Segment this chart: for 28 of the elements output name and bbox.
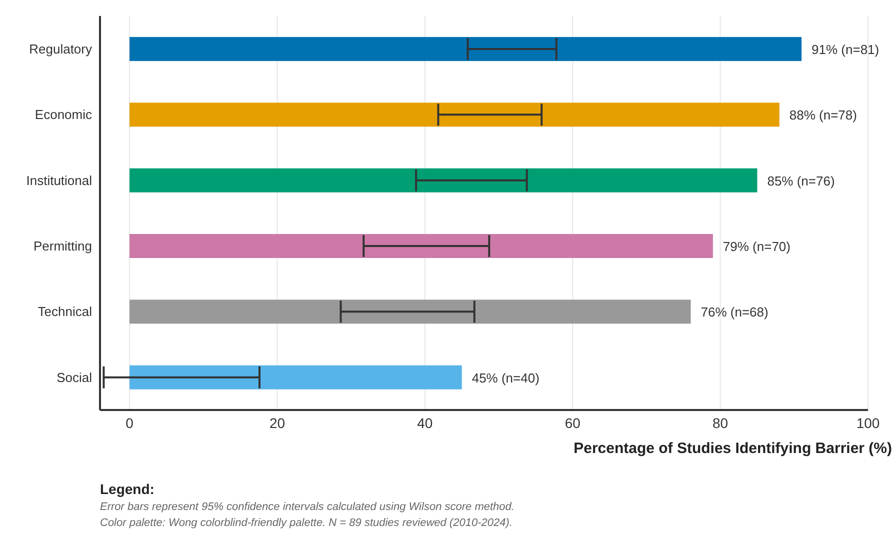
x-tick-label: 40	[417, 414, 433, 431]
data-label: 76% (n=68)	[700, 304, 768, 320]
y-tick-label: Social	[56, 370, 92, 385]
y-tick-label: Regulatory	[29, 41, 92, 56]
text: Legend:	[100, 481, 156, 497]
text: Color palette: Wong colorblind-friendly palette. N = 89 studies reviewed (2010-2024).	[100, 517, 514, 529]
data-label: 88% (n=78)	[789, 108, 857, 123]
bar	[130, 365, 462, 390]
bar	[130, 102, 780, 127]
text: Error bars represent 95% confidence intervals calculated using Wilson score method.	[100, 501, 516, 513]
data-label: 85% (n=76)	[767, 173, 835, 188]
x-tick-label: 20	[269, 414, 286, 431]
bar	[130, 168, 758, 192]
bar	[130, 300, 691, 324]
data-label: 91% (n=81)	[812, 42, 880, 58]
bar	[130, 37, 802, 62]
bar	[130, 234, 713, 258]
x-tick-label: 100	[856, 414, 880, 431]
x-tick-label: 60	[564, 414, 581, 431]
y-tick-label: Institutional	[26, 172, 92, 188]
y-tick-label: Permitting	[33, 238, 92, 254]
data-label: 45% (n=40)	[472, 370, 540, 386]
data-label: 79% (n=70)	[722, 239, 790, 254]
y-tick-label: Technical	[38, 304, 92, 320]
y-tick-label: Economic	[34, 107, 92, 122]
x-tick-label: 0	[126, 414, 134, 431]
x-axis-title: Percentage of Studies Identifying Barrier (%)	[572, 440, 893, 457]
x-tick-label: 80	[712, 414, 728, 431]
